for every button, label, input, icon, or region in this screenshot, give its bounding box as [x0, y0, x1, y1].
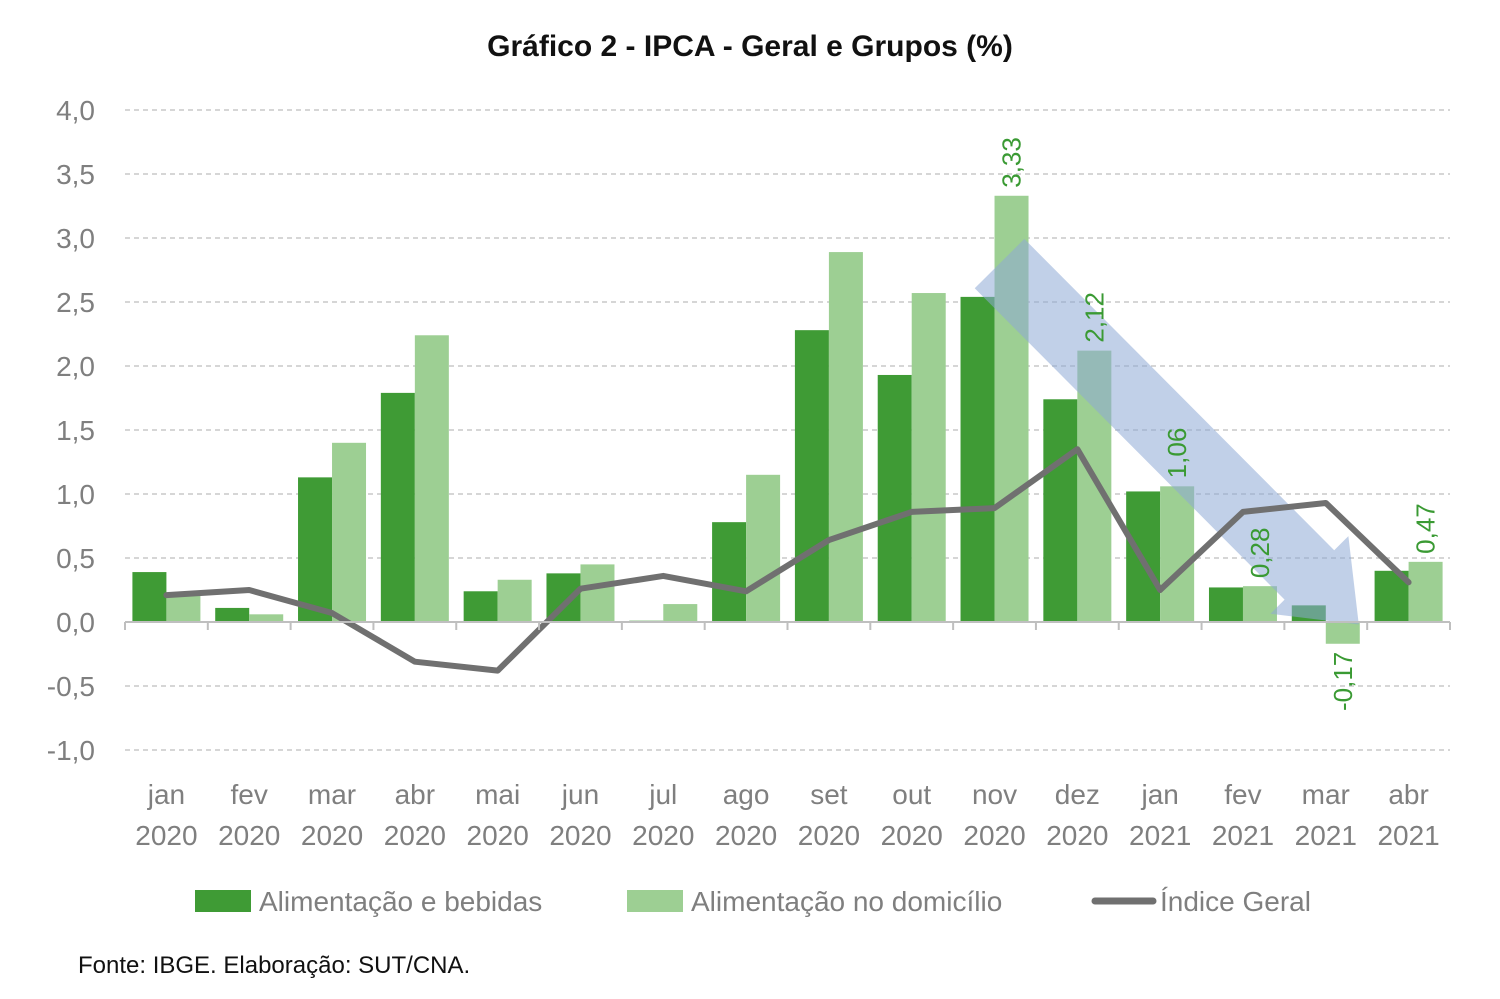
legend-label: Alimentação no domicílio — [691, 886, 1002, 917]
x-tick-label: 2021 — [1129, 820, 1191, 851]
x-tick-label: dez — [1055, 779, 1100, 810]
x-tick-label: 2020 — [384, 820, 446, 851]
x-tick-label: fev — [1224, 779, 1261, 810]
trend-arrow-shape — [974, 238, 1359, 625]
bar-alimentacao-domicilio — [1160, 486, 1195, 622]
bar-alimentacao-bebidas — [1043, 399, 1078, 622]
data-labels: 3,33 2,12 1,06 0,28 -0,17 0,47 — [997, 137, 1441, 711]
x-tick-label: 2020 — [963, 820, 1025, 851]
legend-swatch — [627, 890, 683, 912]
y-tick-label: 2,0 — [56, 351, 95, 382]
bar-alimentacao-bebidas — [298, 477, 333, 622]
legend-label: Alimentação e bebidas — [259, 886, 542, 917]
bar-alimentacao-domicilio — [332, 442, 367, 622]
index-line — [163, 446, 1412, 674]
y-tick-label: 1,0 — [56, 479, 95, 510]
x-tick-label: jun — [561, 779, 599, 810]
legend-label: Índice Geral — [1160, 886, 1311, 917]
data-label: -0,17 — [1328, 652, 1358, 711]
x-tick-label: 2020 — [798, 820, 860, 851]
bar-alimentacao-domicilio — [1408, 561, 1443, 622]
x-tick-label: jan — [147, 779, 185, 810]
data-label: 0,47 — [1411, 503, 1441, 554]
bar-alimentacao-bebidas — [215, 607, 250, 622]
y-tick-label: -0,5 — [47, 671, 95, 702]
x-tick-label: 2020 — [1046, 820, 1108, 851]
legend: Alimentação e bebidas Alimentação no domi… — [195, 886, 1311, 917]
x-tick-label: fev — [231, 779, 268, 810]
x-tick-label: set — [810, 779, 848, 810]
bar-alimentacao-domicilio — [580, 564, 615, 622]
chart-title: Gráfico 2 - IPCA - Geral e Grupos (%) — [487, 30, 1013, 63]
data-label: 3,33 — [997, 137, 1027, 188]
x-tick-label: 2021 — [1212, 820, 1274, 851]
bar-alimentacao-domicilio — [746, 474, 781, 622]
x-tick-label: abr — [1388, 779, 1428, 810]
bar-alimentacao-bebidas — [712, 522, 747, 622]
bar-alimentacao-bebidas — [463, 591, 498, 622]
y-tick-label: 4,0 — [56, 95, 95, 126]
x-tick-label: 2021 — [1295, 820, 1357, 851]
bar-alimentacao-bebidas — [132, 572, 167, 622]
bars — [132, 195, 1443, 644]
bar-alimentacao-bebidas — [1208, 587, 1243, 622]
gridlines — [125, 109, 1450, 751]
bar-alimentacao-domicilio — [1242, 586, 1277, 622]
y-tick-label: 1,5 — [56, 415, 95, 446]
x-tick-label: 2020 — [881, 820, 943, 851]
x-tick-label: out — [892, 779, 931, 810]
source-note: Fonte: IBGE. Elaboração: SUT/CNA. — [78, 952, 471, 979]
data-label: 2,12 — [1079, 292, 1109, 343]
bar-alimentacao-bebidas — [877, 374, 912, 622]
x-tick-label: 2020 — [301, 820, 363, 851]
bar-alimentacao-domicilio — [663, 604, 698, 622]
line-indice-geral — [163, 446, 1412, 674]
x-tick-label: 2020 — [135, 820, 197, 851]
x-tick-label: 2020 — [467, 820, 529, 851]
x-tick-label: jul — [648, 779, 677, 810]
y-tick-label: 0,0 — [56, 607, 95, 638]
x-tick-label: ago — [723, 779, 770, 810]
y-tick-label: 3,0 — [56, 223, 95, 254]
bar-alimentacao-bebidas — [380, 392, 415, 622]
bar-alimentacao-domicilio — [497, 579, 532, 622]
x-tick-label: 2021 — [1377, 820, 1439, 851]
bar-alimentacao-domicilio — [1325, 622, 1360, 644]
x-tick-label: 2020 — [549, 820, 611, 851]
x-tick-label: jan — [1140, 779, 1178, 810]
y-tick-label: 3,5 — [56, 159, 95, 190]
y-tick-label: 2,5 — [56, 287, 95, 318]
trend-arrow — [974, 238, 1359, 625]
x-tick-label: 2020 — [715, 820, 777, 851]
data-label: 1,06 — [1162, 428, 1192, 479]
bar-alimentacao-bebidas — [794, 330, 829, 622]
bar-alimentacao-bebidas — [960, 296, 995, 622]
x-tick-label: mar — [1302, 779, 1350, 810]
bar-alimentacao-domicilio — [911, 293, 946, 622]
bar-alimentacao-domicilio — [828, 252, 863, 622]
x-tick-label: 2020 — [632, 820, 694, 851]
bar-alimentacao-domicilio — [414, 335, 449, 622]
trend-arrow-polygon — [974, 238, 1359, 625]
x-tick-label: mar — [308, 779, 356, 810]
x-tick-label: mai — [475, 779, 520, 810]
axes: 4,0 3,5 3,0 2,5 2,0 1,5 1,0 0,5 0,0 -0,5 -1,0 jan 20… — [47, 95, 1451, 851]
y-tick-label: 0,5 — [56, 543, 95, 574]
data-label: 0,28 — [1245, 528, 1275, 579]
bar-alimentacao-domicilio — [249, 614, 284, 622]
x-tick-label: 2020 — [218, 820, 280, 851]
y-tick-label: -1,0 — [47, 735, 95, 766]
x-tick-label: abr — [395, 779, 435, 810]
x-tick-label: nov — [972, 779, 1017, 810]
legend-swatch — [195, 890, 251, 912]
